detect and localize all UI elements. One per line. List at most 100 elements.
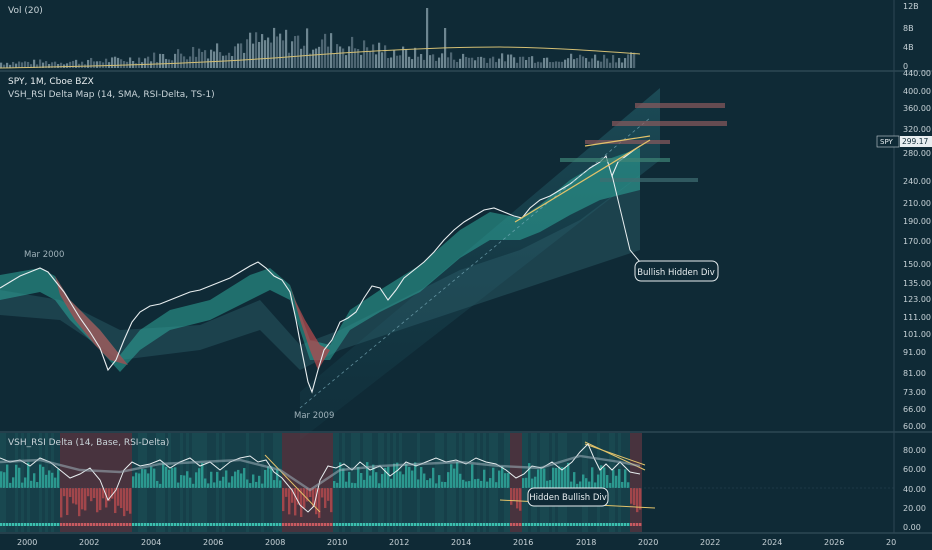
rsi-histogram-bar	[39, 464, 42, 488]
rsi-state-marker	[234, 523, 237, 526]
time-axis: 2000 2002 2004 2006 2008 2010 2012 2014 …	[17, 538, 896, 547]
volume-bar	[105, 58, 108, 68]
rsi-state-marker	[561, 523, 564, 526]
price-axis-label: 190.00	[903, 217, 931, 226]
volume-bar	[435, 60, 438, 68]
rsi-background-column	[105, 433, 108, 532]
volume-bar	[624, 58, 627, 68]
rsi-state-marker	[375, 523, 378, 526]
rsi-histogram-bar	[117, 488, 120, 506]
rsi-histogram-bar	[189, 477, 192, 488]
rsi-histogram-bar	[333, 481, 336, 488]
support-zone-box	[560, 158, 670, 162]
rsi-divergence-line	[264, 454, 321, 513]
rsi-histogram-bar	[456, 462, 459, 488]
rsi-state-marker	[345, 523, 348, 526]
rsi-signal-line	[0, 454, 641, 492]
volume-bar	[249, 32, 252, 68]
volume-bar	[612, 55, 615, 68]
rsi-state-marker	[354, 523, 357, 526]
volume-bar	[609, 62, 612, 68]
rsi-histogram-bar	[552, 467, 555, 488]
volume-bar	[501, 53, 504, 68]
rsi-histogram-bar	[345, 481, 348, 488]
volume-bar	[48, 64, 51, 68]
rsi-histogram-bar	[618, 469, 621, 488]
rsi-state-marker	[492, 523, 495, 526]
rsi-state-marker	[435, 523, 438, 526]
volume-bar	[90, 57, 93, 68]
rsi-state-marker	[246, 523, 249, 526]
volume-bar	[375, 54, 378, 68]
rsi-histogram-bar	[168, 469, 171, 488]
volume-bar	[363, 40, 366, 68]
rsi-histogram-bar	[255, 481, 258, 488]
rsi-histogram-bar	[123, 488, 126, 517]
price-series-line	[0, 145, 641, 394]
rsi-state-marker	[396, 523, 399, 526]
volume-bar	[513, 57, 516, 68]
volume-bar	[570, 53, 573, 68]
rsi-histogram-bar	[66, 488, 69, 516]
rsi-state-marker	[180, 523, 183, 526]
volume-bar	[447, 57, 450, 68]
rsi-state-marker	[132, 523, 135, 526]
rsi-background-column	[114, 433, 117, 532]
volume-bar	[270, 42, 273, 68]
rsi-histogram-bar	[84, 488, 87, 511]
rsi-background-column	[336, 433, 339, 532]
rsi-state-marker	[381, 523, 384, 526]
rsi-histogram-bar	[0, 471, 3, 488]
rsi-state-marker	[141, 523, 144, 526]
rsi-state-marker	[546, 523, 549, 526]
volume-bar	[534, 62, 537, 68]
time-axis-label: 2008	[265, 538, 285, 547]
volume-bar	[93, 61, 96, 68]
volume-bar	[471, 57, 474, 68]
volume-bar	[273, 27, 276, 68]
price-axis-label: 81.00	[903, 369, 926, 378]
rsi-state-marker	[33, 523, 36, 526]
volume-bar	[483, 57, 486, 68]
rsi-state-marker	[237, 523, 240, 526]
rsi-state-marker	[114, 523, 117, 526]
rsi-histogram-bar	[510, 488, 513, 505]
rsi-histogram-bar	[351, 482, 354, 488]
volume-bar	[441, 53, 444, 68]
rsi-state-marker	[585, 523, 588, 526]
rsi-state-marker	[393, 523, 396, 526]
price-axis-label: 400.00	[903, 87, 931, 96]
rsi-histogram-bar	[519, 488, 522, 511]
rsi-histogram-bar	[630, 488, 633, 504]
rsi-state-marker	[480, 523, 483, 526]
divergence-line-lower	[514, 139, 651, 223]
rsi-histogram-bar	[6, 464, 9, 488]
volume-bar	[420, 54, 423, 68]
rsi-histogram-bar	[24, 477, 27, 488]
volume-bar	[219, 52, 222, 68]
rsi-histogram-bar	[405, 463, 408, 488]
rsi-histogram-bar	[60, 488, 63, 518]
rsi-state-marker	[366, 523, 369, 526]
rsi-histogram-bar	[507, 473, 510, 488]
rsi-histogram-bar	[369, 475, 372, 488]
rsi-histogram-bar	[480, 480, 483, 488]
rsi-state-marker	[174, 523, 177, 526]
rsi-state-marker	[507, 523, 510, 526]
rsi-histogram-bar	[327, 488, 330, 501]
rsi-histogram-bar	[183, 475, 186, 488]
rsi-state-marker	[270, 523, 273, 526]
rsi-histogram-bar	[483, 469, 486, 488]
rsi-state-marker	[105, 523, 108, 526]
rsi-axis: 80.00 60.00 40.00 20.00 0.00	[903, 446, 926, 532]
volume-bar	[300, 48, 303, 68]
rsi-state-marker	[501, 523, 504, 526]
rsi-state-marker	[516, 523, 519, 526]
rsi-histogram-bar	[75, 488, 78, 505]
rsi-state-marker	[336, 523, 339, 526]
last-price-tag: SPY 299.17	[876, 135, 932, 148]
rsi-state-marker	[294, 523, 297, 526]
rsi-background-column	[312, 433, 315, 532]
rsi-state-marker	[360, 523, 363, 526]
